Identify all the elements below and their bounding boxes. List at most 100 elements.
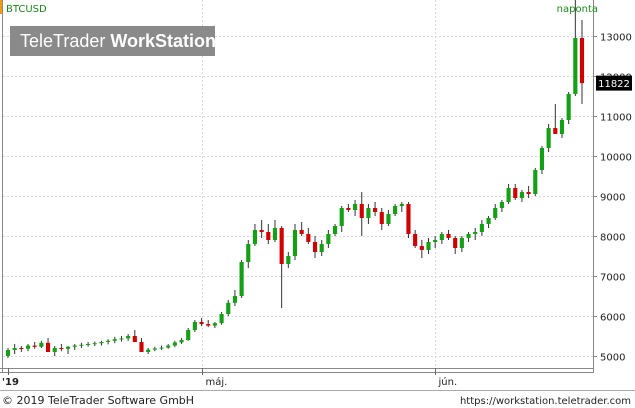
candle-body <box>406 204 411 234</box>
candle-body <box>326 234 331 244</box>
candle-body <box>366 208 371 218</box>
candles <box>5 0 585 358</box>
candle-body <box>426 242 431 250</box>
candle-body <box>179 340 184 343</box>
y-tick-label: 8000 <box>600 233 625 244</box>
candle-body <box>453 238 458 248</box>
candle-body <box>79 344 84 346</box>
candle-body <box>473 232 478 234</box>
candle-body <box>159 347 164 349</box>
candle-body <box>172 342 177 346</box>
candle-body <box>206 324 211 326</box>
candle-body <box>119 338 124 340</box>
last-price-badge <box>596 75 632 91</box>
candle-body <box>319 244 324 252</box>
candle-body <box>139 342 144 352</box>
candle-body <box>506 188 511 202</box>
watermark-bold: WorkStation <box>110 31 216 51</box>
candle-body <box>466 234 471 238</box>
candle-body <box>52 348 57 352</box>
candle-body <box>246 244 251 262</box>
candle-body <box>226 302 231 314</box>
candle-body <box>353 204 358 210</box>
candle-body <box>446 234 451 238</box>
candle-body <box>486 218 491 224</box>
candle-body <box>493 208 498 218</box>
candle-body <box>359 204 364 218</box>
candle-body <box>66 346 71 349</box>
candle-body <box>45 342 51 352</box>
candle-body <box>519 192 524 198</box>
candle-body <box>132 336 137 342</box>
grid-lines <box>3 0 593 368</box>
x-axis: '19 máj. jún. <box>2 368 457 388</box>
candle-body <box>212 323 217 326</box>
candle-body <box>12 348 17 350</box>
candle-body <box>99 342 104 344</box>
candle-body <box>399 204 404 206</box>
candle-body <box>25 345 31 349</box>
copyright-text: © 2019 TeleTrader Software GmbH <box>2 394 194 407</box>
candle-body <box>279 228 284 264</box>
candle-body <box>192 322 197 330</box>
candle-body <box>106 340 111 342</box>
y-tick-label: 7000 <box>600 273 625 284</box>
candle-body <box>439 234 444 240</box>
candle-body <box>186 330 191 340</box>
candle-body <box>499 202 504 208</box>
candle-body <box>339 208 344 226</box>
candle-body <box>199 322 204 324</box>
y-tick-label: 9000 <box>600 193 625 204</box>
candle-body <box>546 128 551 148</box>
candle-body <box>19 348 24 349</box>
candle-body <box>32 345 37 347</box>
candle-body <box>272 228 278 240</box>
candle-body <box>239 262 244 296</box>
candle-body <box>346 208 351 210</box>
candle-body <box>266 232 271 240</box>
source-url[interactable]: https://workstation.teletrader.com <box>460 396 631 407</box>
y-tick-label: 5000 <box>600 353 625 364</box>
candle-body <box>5 350 11 356</box>
candle-body <box>579 38 585 84</box>
candle-body <box>573 38 578 94</box>
candle-body <box>566 94 571 120</box>
candle-body <box>559 120 565 134</box>
candle-body <box>533 170 538 194</box>
candle-body <box>112 339 117 341</box>
candle-body <box>539 148 545 170</box>
candle-body <box>379 212 384 224</box>
candle-body <box>59 348 64 349</box>
y-tick-label: 11000 <box>600 113 632 124</box>
y-tick-label: 6000 <box>600 313 625 324</box>
candle-body <box>219 314 224 324</box>
candle-body <box>332 226 338 234</box>
candle-body <box>553 128 558 134</box>
candle-body <box>413 234 418 246</box>
candle-body <box>479 224 484 232</box>
x-tick-label: jún. <box>438 376 458 388</box>
candle-body <box>86 344 91 345</box>
candle-body <box>299 230 304 234</box>
candle-body <box>152 348 157 350</box>
candle-body <box>459 238 464 248</box>
candle-body <box>92 343 97 345</box>
candle-body <box>373 208 378 212</box>
y-tick-label: 13000 <box>600 33 632 44</box>
y-tick-label: 10000 <box>600 153 632 164</box>
candle-body <box>259 230 264 232</box>
candle-body <box>252 230 258 244</box>
candle-body <box>292 230 298 256</box>
candle-body <box>513 188 518 198</box>
interval-label: naponta <box>557 4 598 15</box>
candle-body <box>393 206 398 214</box>
candle-body <box>39 342 44 347</box>
last-price-label: 11822 <box>598 79 630 90</box>
x-tick-label: máj. <box>206 376 228 388</box>
candle-body <box>526 192 531 194</box>
candle-body <box>312 242 318 252</box>
candle-body <box>286 256 291 264</box>
candle-body <box>306 234 311 242</box>
